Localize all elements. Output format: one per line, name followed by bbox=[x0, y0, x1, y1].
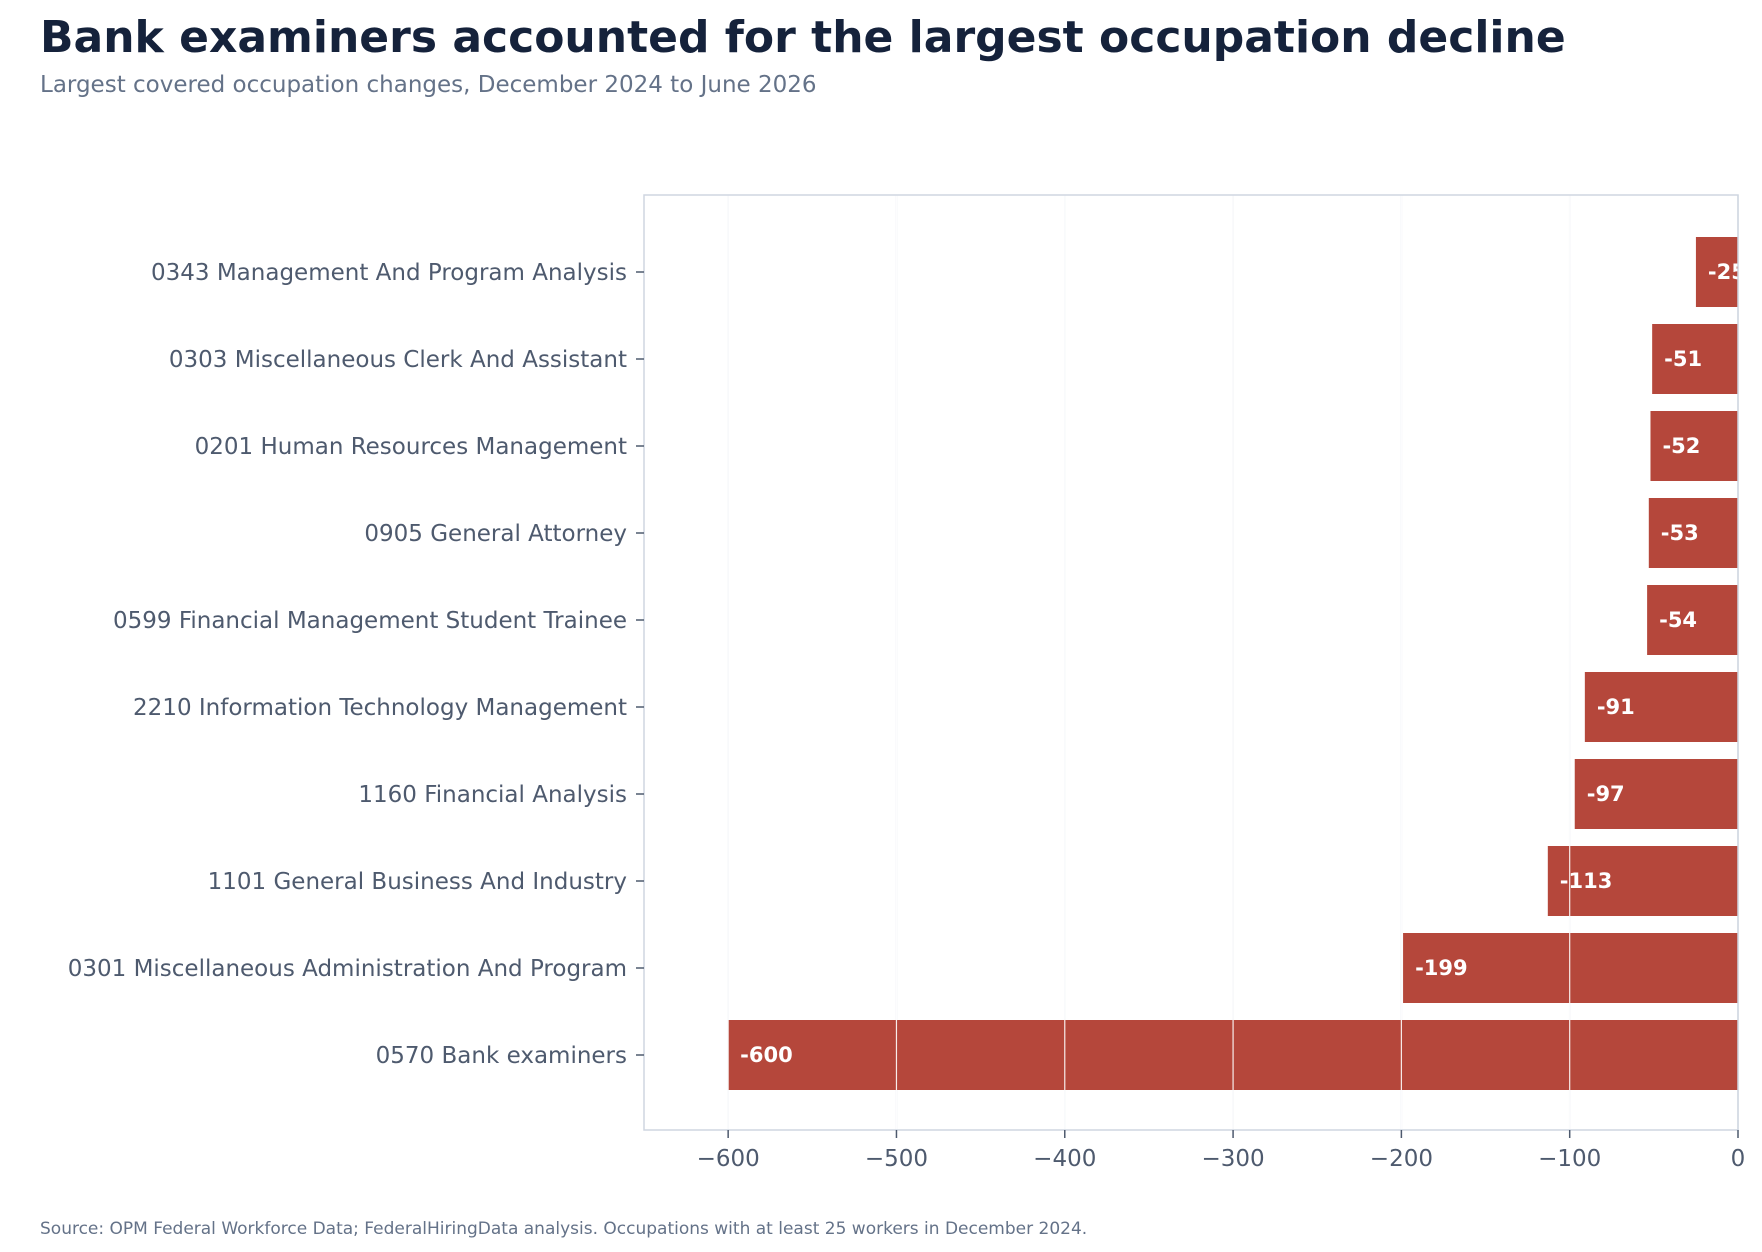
bar bbox=[1695, 237, 1738, 307]
bar-value-label: -51 bbox=[1664, 347, 1702, 371]
x-tick-label: −500 bbox=[865, 1146, 928, 1172]
data-labels: -25 -51 -52 -53 -54 -91 -97 -113 -199 -600 bbox=[740, 260, 1746, 1067]
bar-value-label: -97 bbox=[1587, 782, 1625, 806]
bar bbox=[1574, 759, 1738, 829]
bars bbox=[727, 195, 1738, 1130]
bar-value-label: -199 bbox=[1415, 956, 1468, 980]
category-label: 1160 Financial Analysis bbox=[358, 782, 627, 808]
bar-value-label: -25 bbox=[1708, 260, 1746, 284]
x-axis: −600 −500 −400 −300 −200 −100 0 bbox=[697, 1130, 1746, 1172]
category-label: 0343 Management And Program Analysis bbox=[151, 260, 627, 286]
bar bbox=[1547, 846, 1738, 916]
chart-title: Bank examiners accounted for the largest… bbox=[40, 12, 1566, 63]
plot-frame bbox=[643, 194, 1739, 1131]
category-label: 1101 General Business And Industry bbox=[208, 869, 627, 895]
bar bbox=[1652, 324, 1738, 394]
bar-value-label: -600 bbox=[740, 1043, 793, 1067]
source-footnote: Source: OPM Federal Workforce Data; Fede… bbox=[40, 1219, 1088, 1239]
category-label: 0570 Bank examiners bbox=[376, 1043, 627, 1069]
category-label: 0303 Miscellaneous Clerk And Assistant bbox=[169, 347, 627, 373]
x-tick-label: −100 bbox=[1538, 1146, 1601, 1172]
x-tick-label: −300 bbox=[1201, 1146, 1264, 1172]
bar-value-label: -53 bbox=[1661, 521, 1699, 545]
bar-value-label: -54 bbox=[1659, 608, 1697, 632]
bar-value-label: -91 bbox=[1597, 695, 1635, 719]
bar bbox=[1647, 585, 1738, 655]
category-label: 0301 Miscellaneous Administration And Pr… bbox=[68, 956, 627, 982]
bar bbox=[1403, 933, 1738, 1003]
category-label: 0201 Human Resources Management bbox=[195, 434, 627, 460]
bar-value-label: -113 bbox=[1560, 869, 1613, 893]
bar bbox=[1650, 411, 1738, 481]
x-tick-label: 0 bbox=[1731, 1146, 1746, 1172]
bar-value-label: -52 bbox=[1662, 434, 1700, 458]
category-label: 2210 Information Technology Management bbox=[133, 695, 627, 721]
bar bbox=[1584, 672, 1738, 742]
x-tick-label: −400 bbox=[1033, 1146, 1096, 1172]
x-tick-label: −600 bbox=[697, 1146, 760, 1172]
bar bbox=[1648, 498, 1738, 568]
chart-subtitle: Largest covered occupation changes, Dece… bbox=[40, 72, 817, 98]
category-label: 0599 Financial Management Student Traine… bbox=[113, 608, 627, 634]
y-axis: 0343 Management And Program Analysis 0303… bbox=[68, 260, 644, 1069]
category-label: 0905 General Attorney bbox=[364, 521, 627, 547]
x-tick-label: −200 bbox=[1370, 1146, 1433, 1172]
